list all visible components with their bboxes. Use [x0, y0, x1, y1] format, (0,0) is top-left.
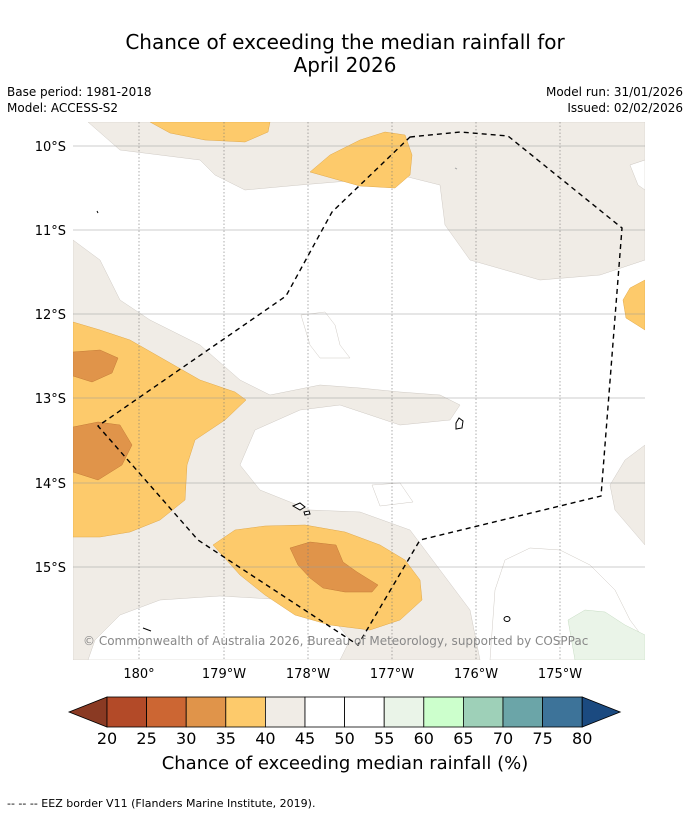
colorbar-tick-label: 25	[136, 729, 156, 748]
meta-left: Base period: 1981-2018 Model: ACCESS-S2	[7, 84, 152, 116]
colorbar-bin	[304, 696, 345, 728]
colorbar: 20 25 30 35 40 45 50 55 60 65 70 75 80	[67, 696, 622, 748]
map-area: © Commonwealth of Australia 2026, Bureau…	[73, 122, 645, 660]
issued-date: Issued: 02/02/2026	[567, 101, 683, 115]
island-2	[291, 502, 306, 511]
lon-label: 180°	[123, 667, 154, 682]
colorbar-bin	[423, 696, 464, 728]
island-6	[96, 210, 99, 214]
lon-label: 179°W	[202, 667, 246, 682]
model-run: Model run: 31/01/2026	[545, 85, 683, 99]
colorbar-tick-label: 30	[176, 729, 196, 748]
title-line-2: April 2026	[293, 53, 397, 77]
colorbar-extend-high	[581, 696, 622, 728]
colorbar-tick-label: 45	[295, 729, 315, 748]
model-name: Model: ACCESS-S2	[7, 101, 119, 115]
lat-labels: 10°S 11°S 12°S 13°S 14°S 15°S	[35, 140, 66, 576]
colorbar-tick-label: 80	[572, 729, 592, 748]
colorbar-tick-label: 60	[414, 729, 434, 748]
colorbar-bin	[225, 696, 266, 728]
contour-30-35	[73, 349, 379, 593]
colorbar-bin	[146, 696, 187, 728]
lon-label: 177°W	[370, 667, 414, 682]
islands	[96, 167, 511, 632]
lon-labels: 180° 179°W 178°W 177°W 176°W 175°W	[123, 667, 582, 682]
colorbar-tick-label: 55	[374, 729, 394, 748]
eez-border	[96, 131, 623, 646]
colorbar-tick-label: 75	[532, 729, 552, 748]
colorbar-bin	[462, 696, 504, 728]
colorbar-label: Chance of exceeding median rainfall (%)	[161, 753, 529, 774]
eez-footnote: -- -- -- EEZ border V11 (Flanders Marine…	[7, 797, 316, 810]
island-1	[455, 417, 464, 430]
colorbar-tick-label: 35	[216, 729, 236, 748]
colorbar-bin	[185, 696, 227, 728]
colorbar-bin	[383, 696, 425, 728]
colorbar-bin	[502, 696, 543, 728]
colorbar-bin	[542, 696, 583, 728]
meta-right: Model run: 31/01/2026 Issued: 02/02/2026	[546, 84, 683, 116]
contour-55-60	[567, 609, 645, 660]
lat-label: 13°S	[35, 392, 66, 407]
colorbar-bin	[344, 696, 385, 728]
island-4	[503, 616, 511, 622]
colorbar-bin	[264, 696, 306, 728]
title-line-1: Chance of exceeding the median rainfall …	[125, 30, 565, 54]
lat-label: 12°S	[35, 308, 66, 323]
meridians	[138, 122, 561, 660]
base-period: Base period: 1981-2018	[7, 85, 152, 99]
chart-title: Chance of exceeding the median rainfall …	[0, 31, 690, 77]
lat-label: 10°S	[35, 140, 66, 155]
colorbar-extend-low	[67, 696, 108, 728]
lon-label: 175°W	[538, 667, 582, 682]
copyright-text: © Commonwealth of Australia 2026, Bureau…	[83, 634, 588, 648]
island-3	[303, 510, 311, 516]
island-5	[142, 627, 152, 632]
graticule	[73, 145, 645, 568]
colorbar-tick-label: 65	[453, 729, 473, 748]
colorbar-tick-label: 20	[97, 729, 117, 748]
lat-label: 11°S	[35, 224, 66, 239]
colorbar-tick-label: 70	[493, 729, 513, 748]
lon-label: 176°W	[454, 667, 498, 682]
lat-label: 14°S	[35, 477, 66, 492]
island-7	[454, 167, 458, 170]
lat-label: 15°S	[35, 561, 66, 576]
colorbar-tick-label: 50	[334, 729, 354, 748]
colorbar-tick-label: 40	[255, 729, 275, 748]
lon-label: 178°W	[286, 667, 330, 682]
colorbar-bin	[106, 696, 147, 728]
